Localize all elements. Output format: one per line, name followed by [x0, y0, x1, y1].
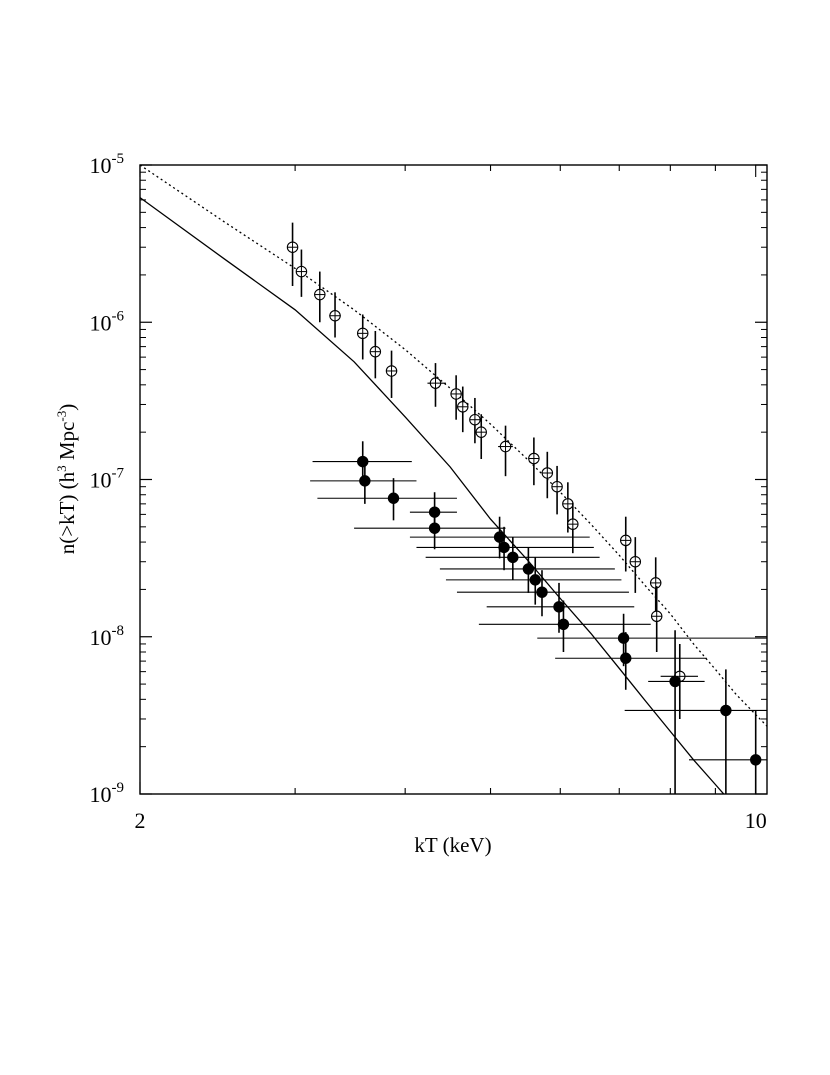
filled-data-point — [669, 675, 681, 688]
plot-frame — [139, 164, 768, 795]
filled-data-point — [507, 551, 519, 564]
filled-data-point — [493, 531, 506, 543]
dotted-model-curve — [140, 165, 767, 727]
filled-data-point — [553, 601, 565, 613]
y-tick-label: 10-9 — [90, 780, 125, 807]
filled-data-point — [720, 704, 732, 717]
x-tick-label: 10 — [745, 808, 767, 833]
filled-data-point — [522, 563, 535, 575]
plot-area — [140, 165, 767, 794]
filled-data-point — [617, 632, 630, 644]
axis-ticks — [139, 164, 767, 795]
filled-data-point — [387, 492, 400, 504]
filled-data-point — [557, 618, 570, 630]
y-tick-label: 10-8 — [90, 623, 125, 650]
filled-data-point — [359, 475, 371, 487]
filled-data-point — [749, 754, 762, 766]
tick-labels: 10-5 10-6 10-7 10-8 10-9 2 10 — [90, 151, 767, 833]
filled-data-point — [357, 455, 369, 468]
filled-data-point — [498, 541, 510, 554]
solid-model-curve — [140, 197, 725, 794]
y-tick-label: 10-6 — [90, 308, 125, 335]
filled-data-point — [536, 586, 548, 598]
y-tick-label: 10-7 — [90, 466, 125, 493]
filled-data-point — [620, 652, 632, 664]
y-tick-label: 10-5 — [90, 151, 125, 178]
y-axis-label: n(>kT) (h3 Mpc-3) — [54, 404, 79, 555]
filled-data-point — [529, 574, 541, 586]
x-axis-label: kT (keV) — [414, 833, 491, 857]
filled-data-point — [428, 522, 441, 534]
x-tick-label: 2 — [135, 808, 146, 833]
